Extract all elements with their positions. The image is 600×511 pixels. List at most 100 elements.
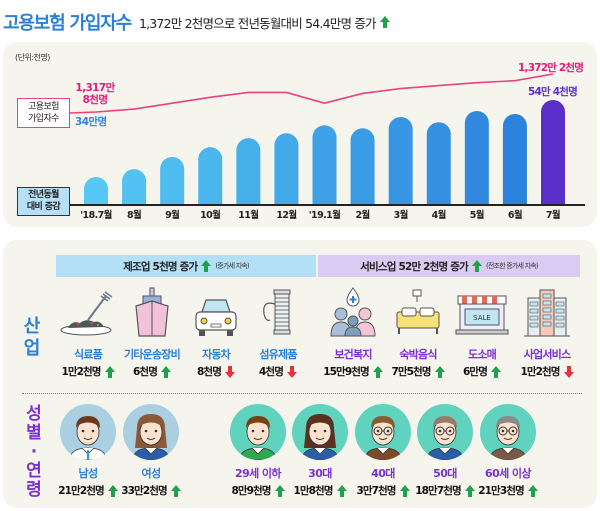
- demographic-item: 50대 18만7천명: [405, 404, 485, 498]
- label-char: 산: [23, 316, 41, 337]
- x-tick-label: 2월: [356, 209, 370, 221]
- bar-6: [312, 125, 337, 205]
- store-sale-icon: SALE: [442, 284, 522, 340]
- x-tick-label: '18.7월: [80, 209, 112, 221]
- bar-11: [502, 113, 527, 205]
- bar-9: [426, 122, 451, 205]
- bar-10: [464, 110, 489, 205]
- up-arrow-icon: [490, 365, 501, 378]
- bar-0: [84, 177, 108, 205]
- down-arrow-icon: [563, 365, 574, 378]
- demographic-name: 60세 이상: [485, 467, 532, 480]
- bar-12: [541, 100, 565, 205]
- services-title: 서비스업 52만 2천명 증가: [360, 260, 469, 273]
- manufacturing-title: 제조업 5천명 증가: [123, 260, 198, 273]
- industry-value: 8천명: [176, 364, 256, 379]
- down-arrow-icon: [224, 365, 235, 378]
- industry-name: 사업서비스: [523, 348, 571, 361]
- breakdown-panel: [3, 240, 597, 508]
- label-char: 령: [26, 480, 42, 500]
- value-text: 15만9천명: [323, 366, 369, 378]
- industry-item: 사업서비스 1만2천명: [507, 284, 587, 379]
- axis-box-line-2: 대비 증감: [26, 202, 61, 212]
- industry-value: 1만2천명: [507, 364, 587, 379]
- demographic-name: 30대: [308, 467, 332, 480]
- industry-item: 숙박음식 7만5천명: [378, 284, 458, 379]
- x-tick-label: 10월: [200, 209, 220, 221]
- demographic-item: 30대 1만8천명: [280, 404, 360, 498]
- legend-line-2: 가입자수: [28, 114, 59, 124]
- page-subtitle: 1,372만 2천명으로 전년동월대비 54.4만명 증가: [138, 15, 377, 31]
- page-title: 고용보험 가입자수: [3, 13, 132, 34]
- up-arrow-icon: [379, 16, 390, 28]
- label-char: ·: [30, 442, 38, 462]
- industry-value: 6만명: [442, 364, 522, 379]
- demographic-item: 29세 이하 8만9천명: [218, 404, 298, 498]
- demographic-name: 50대: [433, 467, 457, 480]
- demographic-name: 40대: [371, 467, 395, 480]
- demographic-item: 60세 이상 21만3천명: [468, 404, 548, 498]
- up-arrow-icon: [107, 484, 118, 497]
- demographic-name: 여성: [141, 467, 161, 480]
- bar-4: [236, 138, 261, 205]
- bed-icon: [378, 284, 458, 340]
- industry-value: 4천명: [238, 364, 318, 379]
- up-arrow-icon: [464, 484, 475, 497]
- age-30s-avatar-icon: [292, 404, 348, 460]
- up-arrow-icon: [372, 365, 383, 378]
- industry-name: 기타운송장비: [124, 348, 181, 361]
- industry-name: 보건복지: [334, 348, 372, 361]
- demographic-value: 3만7천명: [343, 483, 423, 498]
- demographic-item: 40대 3만7천명: [343, 404, 423, 498]
- value-text: 33만2천명: [121, 485, 167, 497]
- age-under-29-avatar-icon: [230, 404, 286, 460]
- value-text: 1만2천명: [61, 366, 101, 378]
- demographic-item: 남성 21만2천명: [48, 404, 128, 498]
- ship-icon: [112, 284, 192, 340]
- demographic-value: 1만8천명: [280, 483, 360, 498]
- demographics-label-text: 성 별 · 연 령: [24, 405, 44, 500]
- value-text: 21만3천명: [478, 485, 524, 497]
- up-arrow-icon: [527, 484, 538, 497]
- industry-value: 1만2천명: [48, 364, 128, 379]
- down-arrow-icon: [286, 365, 297, 378]
- value-text: 4천명: [259, 366, 284, 378]
- age-40s-avatar-icon: [355, 404, 411, 460]
- industry-name: 식료품: [74, 348, 103, 361]
- value-text: 6천명: [133, 366, 158, 378]
- industry-value: 7만5천명: [378, 364, 458, 379]
- industry-item: 보건복지 15만9천명: [313, 284, 393, 379]
- value-text: 8천명: [197, 366, 222, 378]
- demographic-name: 29세 이하: [235, 467, 282, 480]
- section-divider: [22, 393, 582, 394]
- thread-spool-icon: [238, 284, 318, 340]
- line-start-label-1: 1,317만: [75, 82, 115, 94]
- demographics-label: 성 별 · 연 령: [24, 405, 44, 500]
- industry-value: 15만9천명: [313, 364, 393, 379]
- value-text: 1만8천명: [293, 485, 333, 497]
- demographic-item: 여성 33만2천명: [111, 404, 191, 498]
- label-char: 업: [23, 338, 41, 359]
- line-start-label: 1,317만 8천명: [72, 82, 118, 106]
- industry-name: 섬유제품: [259, 348, 297, 361]
- car-icon: [176, 284, 256, 340]
- up-arrow-icon: [160, 365, 171, 378]
- value-text: 21만2천명: [58, 485, 104, 497]
- x-tick-label: 11월: [238, 209, 258, 221]
- x-tick-label: 4월: [432, 209, 446, 221]
- line-start-label-2: 8천명: [82, 94, 108, 106]
- value-text: 6만명: [463, 366, 488, 378]
- industry-item: SALE 도소매 6만명: [442, 284, 522, 379]
- value-text: 1만2천명: [520, 366, 560, 378]
- up-arrow-icon: [274, 484, 285, 497]
- industry-name: 숙박음식: [399, 348, 437, 361]
- bar-3: [198, 147, 223, 205]
- industry-item: 기타운송장비 6천명: [112, 284, 192, 379]
- up-arrow-icon: [434, 365, 445, 378]
- services-note: (전조한 증가세 지속): [485, 262, 539, 270]
- bar-7: [350, 128, 375, 205]
- demographic-value: 21만2천명: [48, 483, 128, 498]
- industry-item: 식료품 1만2천명: [48, 284, 128, 379]
